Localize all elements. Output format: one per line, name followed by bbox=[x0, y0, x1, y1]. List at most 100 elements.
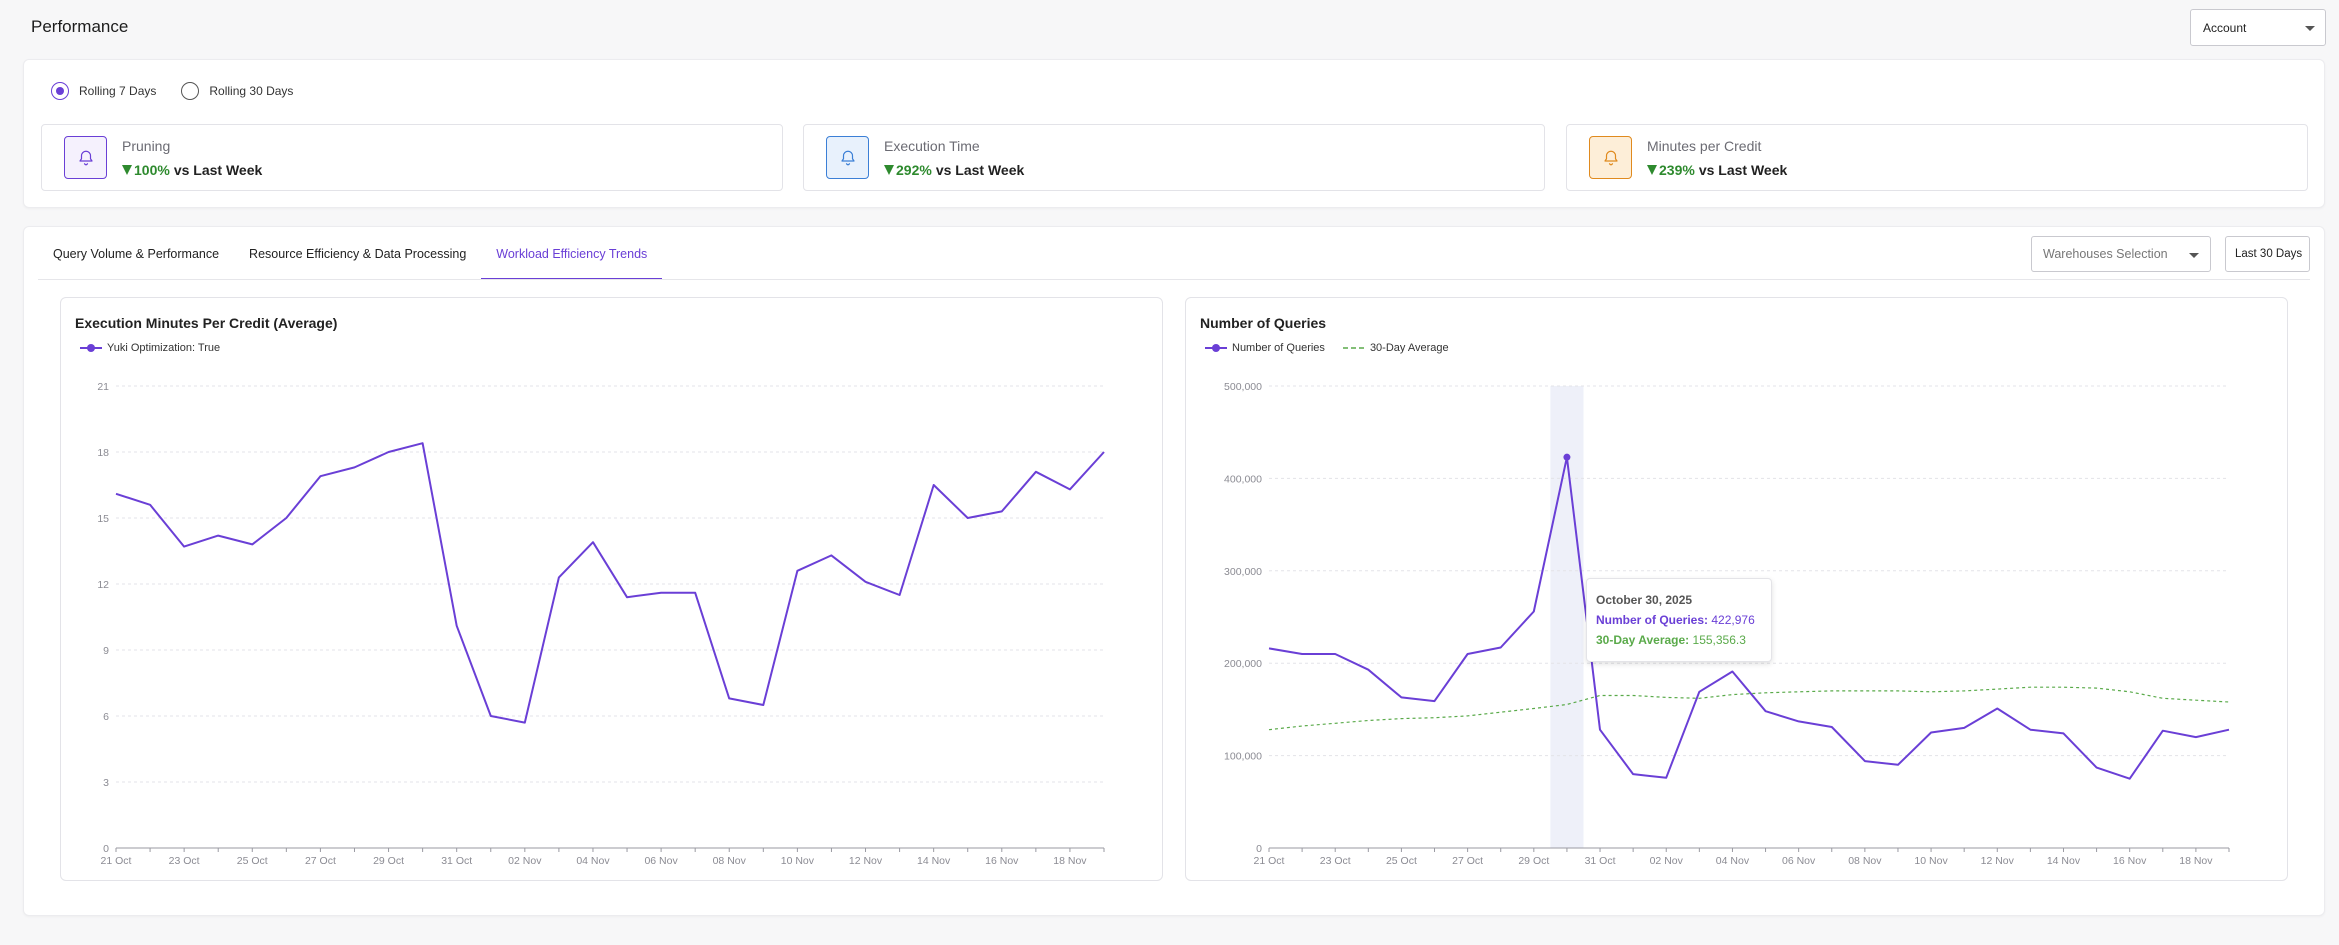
chart-tooltip: October 30, 2025 Number of Queries: 422,… bbox=[1586, 578, 1772, 662]
tab-workload-efficiency[interactable]: Workload Efficiency Trends bbox=[481, 229, 663, 280]
series-line-1 bbox=[115, 442, 1105, 724]
y-tick-label: 3 bbox=[103, 777, 109, 789]
y-tick-label: 0 bbox=[103, 843, 109, 855]
kpi-value: 100% vs Last Week bbox=[122, 162, 262, 178]
x-tick-label: 27 Oct bbox=[1452, 855, 1483, 867]
radio-label: Rolling 30 Days bbox=[209, 84, 294, 98]
y-tick-label: 500,000 bbox=[1224, 381, 1262, 393]
warehouses-select-placeholder: Warehouses Selection bbox=[2043, 247, 2168, 261]
y-tick-label: 400,000 bbox=[1224, 473, 1262, 485]
x-tick-label: 18 Nov bbox=[1053, 855, 1087, 867]
kpi-card-pruning: Pruning 100% vs Last Week bbox=[41, 124, 783, 191]
legend-item[interactable]: Yuki Optimization: True bbox=[80, 342, 220, 354]
x-tick-label: 02 Nov bbox=[508, 855, 542, 867]
series-line-1 bbox=[1268, 456, 2230, 780]
x-tick-label: 21 Oct bbox=[101, 855, 132, 867]
legend-item[interactable]: Number of Queries bbox=[1205, 342, 1325, 354]
x-tick-label: 02 Nov bbox=[1650, 855, 1684, 867]
y-tick-label: 12 bbox=[97, 579, 109, 591]
tooltip-value: 422,976 bbox=[1711, 613, 1755, 627]
legend-label: Number of Queries bbox=[1232, 342, 1325, 354]
chevron-down-icon bbox=[2189, 253, 2199, 258]
x-tick-label: 04 Nov bbox=[576, 855, 610, 867]
y-tick-label: 9 bbox=[103, 645, 109, 657]
x-tick-label: 31 Oct bbox=[1585, 855, 1616, 867]
kpi-delta: 239% bbox=[1659, 162, 1695, 178]
tooltip-label: 30-Day Average: bbox=[1596, 633, 1690, 647]
kpi-value: 292% vs Last Week bbox=[884, 162, 1024, 178]
radio-label: Rolling 7 Days bbox=[79, 84, 157, 98]
down-triangle-icon bbox=[884, 165, 894, 175]
legend-line-marker-icon bbox=[1205, 344, 1227, 352]
kpi-card-execution-time: Execution Time 292% vs Last Week bbox=[803, 124, 1545, 191]
x-tick-label: 18 Nov bbox=[2179, 855, 2213, 867]
tab-bar: Query Volume & Performance Resource Effi… bbox=[38, 229, 663, 280]
highlight-point[interactable] bbox=[1563, 453, 1571, 461]
warehouses-select[interactable]: Warehouses Selection bbox=[2031, 236, 2211, 272]
account-select-value: Account bbox=[2203, 21, 2247, 35]
x-tick-label: 29 Oct bbox=[373, 855, 404, 867]
tooltip-row-queries: Number of Queries: 422,976 bbox=[1596, 610, 1771, 630]
x-tick-label: 27 Oct bbox=[305, 855, 336, 867]
series-line-2 bbox=[1268, 686, 2230, 731]
chart-title: Number of Queries bbox=[1200, 315, 1327, 331]
legend-line-marker-icon bbox=[80, 344, 102, 352]
kpi-label: Execution Time bbox=[884, 138, 980, 154]
period-radio-group: Rolling 7 Days Rolling 30 Days bbox=[51, 82, 318, 100]
legend-dashed-line-icon bbox=[1342, 347, 1365, 349]
kpi-label: Pruning bbox=[122, 138, 171, 154]
account-select[interactable]: Account bbox=[2190, 9, 2326, 46]
tab-query-volume[interactable]: Query Volume & Performance bbox=[53, 247, 220, 261]
x-tick-label: 06 Nov bbox=[644, 855, 678, 867]
x-tick-label: 16 Nov bbox=[2113, 855, 2147, 867]
legend-label: Yuki Optimization: True bbox=[107, 342, 221, 354]
x-tick-label: 10 Nov bbox=[781, 855, 815, 867]
y-tick-label: 200,000 bbox=[1224, 658, 1262, 670]
kpi-card-minutes-per-credit: Minutes per Credit 239% vs Last Week bbox=[1566, 124, 2308, 191]
x-tick-label: 23 Oct bbox=[1320, 855, 1351, 867]
x-tick-label: 14 Nov bbox=[2047, 855, 2081, 867]
tab-resource-efficiency[interactable]: Resource Efficiency & Data Processing bbox=[249, 247, 467, 261]
kpi-delta: 100% bbox=[134, 162, 170, 178]
y-tick-label: 15 bbox=[97, 513, 109, 525]
tooltip-row-average: 30-Day Average: 155,356.3 bbox=[1596, 630, 1771, 650]
chart-title: Execution Minutes Per Credit (Average) bbox=[75, 315, 338, 331]
chart-svg: 0 100,000 200,000 300,000 400,000 500,000 21 O… bbox=[1224, 381, 2230, 867]
tooltip-date: October 30, 2025 bbox=[1596, 593, 1693, 607]
x-tick-label: 25 Oct bbox=[237, 855, 268, 867]
radio-rolling-7-days[interactable]: Rolling 7 Days bbox=[51, 82, 156, 100]
x-tick-label: 12 Nov bbox=[1981, 855, 2015, 867]
x-tick-label: 14 Nov bbox=[917, 855, 951, 867]
kpi-suffix: vs Last Week bbox=[1698, 162, 1788, 178]
x-tick-label: 06 Nov bbox=[1782, 855, 1816, 867]
radio-checked-icon bbox=[51, 82, 69, 100]
bell-icon bbox=[64, 136, 107, 179]
x-tick-label: 23 Oct bbox=[169, 855, 200, 867]
radio-unchecked-icon bbox=[181, 82, 200, 100]
kpi-suffix: vs Last Week bbox=[935, 162, 1025, 178]
down-triangle-icon bbox=[1647, 165, 1657, 175]
y-tick-label: 18 bbox=[97, 447, 109, 459]
down-triangle-icon bbox=[122, 165, 132, 175]
bell-icon bbox=[826, 136, 869, 179]
kpi-suffix: vs Last Week bbox=[173, 162, 263, 178]
chart-legend: Yuki Optimization: True bbox=[80, 342, 238, 354]
chevron-down-icon bbox=[2305, 26, 2315, 31]
x-tick-label: 10 Nov bbox=[1914, 855, 1948, 867]
legend-item[interactable]: 30-Day Average bbox=[1342, 342, 1449, 354]
x-tick-label: 16 Nov bbox=[985, 855, 1019, 867]
kpi-delta: 292% bbox=[896, 162, 932, 178]
tooltip-value: 155,356.3 bbox=[1692, 633, 1746, 647]
chart-svg: 0 3 6 9 12 15 18 21 21 Oct 23 Oct 25 Oct 27 Oct 29 O… bbox=[97, 381, 1105, 867]
date-range-button[interactable]: Last 30 Days bbox=[2225, 236, 2310, 272]
y-tick-label: 6 bbox=[103, 711, 109, 723]
chart-execution-minutes: Execution Minutes Per Credit (Average) Y… bbox=[60, 297, 1163, 881]
radio-rolling-30-days[interactable]: Rolling 30 Days bbox=[181, 82, 293, 100]
x-tick-label: 31 Oct bbox=[441, 855, 472, 867]
x-tick-label: 12 Nov bbox=[849, 855, 883, 867]
y-tick-label: 100,000 bbox=[1224, 751, 1262, 763]
tooltip-label: Number of Queries: bbox=[1596, 613, 1709, 627]
bell-icon bbox=[1589, 136, 1632, 179]
y-tick-label: 21 bbox=[97, 381, 109, 393]
y-tick-label: 300,000 bbox=[1224, 566, 1262, 578]
